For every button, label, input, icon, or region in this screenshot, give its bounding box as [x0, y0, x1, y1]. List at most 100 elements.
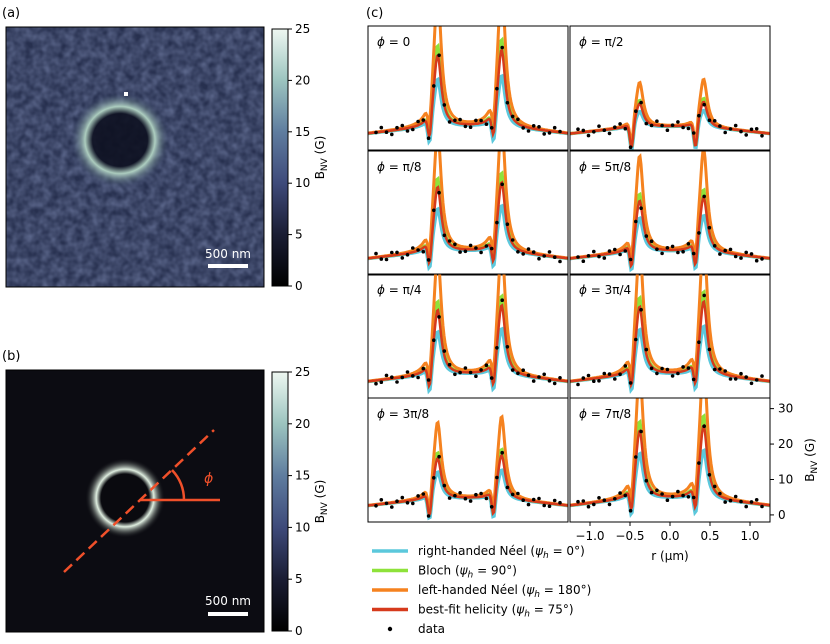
data-point [586, 133, 591, 138]
data-point [390, 250, 394, 255]
data-point [665, 367, 670, 372]
subplot-frame [367, 25, 569, 151]
data-point [531, 497, 536, 502]
panel-label-c: (c) [366, 6, 383, 21]
data-point [495, 86, 499, 91]
data-point [618, 491, 622, 495]
data-point [702, 102, 706, 107]
subplot-label: ϕ = π/2 [579, 35, 624, 49]
data-point [592, 130, 596, 134]
data-point [628, 257, 633, 262]
data-point [405, 370, 410, 374]
subplot-frame [569, 150, 771, 276]
data-point [442, 483, 447, 488]
data-point [718, 252, 722, 256]
legend-item: left-handed Néel (ψh = 180°) [372, 583, 591, 600]
data-point [618, 252, 622, 257]
series-line-left_neel [570, 398, 770, 507]
series-line-right_neel [368, 468, 568, 521]
data-point [760, 257, 764, 261]
data-point [447, 120, 452, 124]
data-point [547, 250, 552, 254]
subplot: ϕ = 3π/4 [569, 273, 771, 399]
data-point [707, 347, 712, 352]
data-point [644, 347, 649, 352]
data-point [374, 504, 378, 508]
data-point [510, 114, 515, 119]
data-point [463, 124, 468, 129]
data-point [526, 247, 531, 251]
data-point [395, 380, 399, 384]
data-point [516, 250, 520, 254]
data-point [547, 504, 552, 509]
data-point [712, 484, 717, 489]
data-point [516, 371, 520, 376]
x-tick-label: −0.5 [615, 529, 644, 543]
data-point [411, 246, 415, 250]
data-point [702, 194, 706, 199]
data-point [400, 123, 405, 128]
data-point [400, 256, 405, 260]
colorbar-tick-label: 5 [295, 228, 303, 242]
data-point [749, 252, 754, 256]
data-point [676, 371, 680, 376]
subplot: ϕ = 7π/8 0 10 20 30 BNV (G) −1.0 −0.5 0.0 0.5 1.0 r… [569, 397, 820, 563]
scalebar-label-b: 500 nm [205, 594, 251, 608]
data-point [468, 243, 473, 248]
data-point [453, 372, 457, 377]
data-point [749, 381, 754, 386]
data-point [592, 379, 596, 384]
data-point [474, 492, 478, 497]
subplot-label: ϕ = 3π/4 [579, 283, 631, 297]
colorbar-tick-label: 15 [295, 469, 310, 483]
data-point [558, 376, 562, 380]
series-line-right_neel [570, 447, 770, 519]
data-point [458, 491, 462, 495]
data-point [728, 247, 733, 252]
data-point [697, 113, 701, 118]
data-point [500, 298, 505, 303]
data-point [712, 119, 717, 123]
colorbar-label: BNV (G) [313, 480, 330, 524]
series-line-best_fit [570, 299, 770, 389]
series-line-left_neel [368, 26, 568, 135]
data-point [374, 130, 378, 135]
data-point [697, 461, 701, 465]
data-point [489, 376, 494, 380]
data-point [479, 250, 483, 255]
data-point [531, 250, 536, 254]
data-point [602, 498, 607, 503]
data-point [463, 366, 468, 370]
x-tick-label: 0.0 [660, 529, 679, 543]
colorbar-tick-label: 25 [295, 22, 310, 36]
scalebar-b [208, 612, 248, 616]
colorbar-tick-label: 20 [295, 417, 310, 431]
data-point [733, 123, 738, 128]
data-point [552, 125, 557, 130]
data-point [634, 337, 638, 342]
data-point [547, 131, 552, 135]
data-point [733, 494, 738, 499]
data-point [665, 246, 670, 250]
data-point [613, 125, 617, 129]
data-point [484, 244, 489, 248]
data-point [676, 489, 680, 494]
colorbar-tick-label: 0 [295, 279, 303, 293]
data-point [421, 366, 426, 371]
data-point [623, 493, 628, 498]
data-point [411, 501, 415, 506]
phi-label: ϕ [204, 471, 213, 487]
data-point [618, 372, 622, 377]
data-point [479, 368, 483, 372]
series-line-left_neel [368, 414, 568, 513]
data-point [484, 122, 489, 126]
series-line-best_fit [368, 453, 568, 518]
data-point [516, 117, 520, 122]
data-point [744, 250, 748, 255]
data-point [521, 126, 525, 130]
data-point [432, 208, 436, 213]
data-point [744, 375, 748, 379]
colorbar-gradient [271, 28, 289, 287]
data-point [691, 131, 696, 135]
